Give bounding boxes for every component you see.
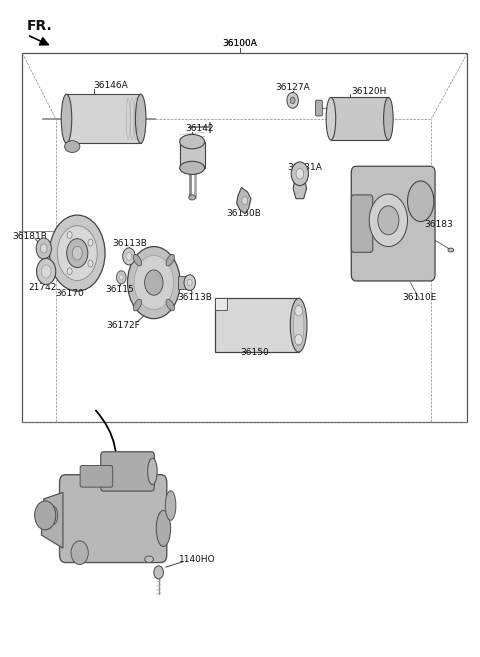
Circle shape — [49, 215, 105, 291]
Text: 36170: 36170 — [56, 289, 84, 298]
Circle shape — [67, 268, 72, 275]
Circle shape — [117, 271, 126, 284]
Ellipse shape — [165, 491, 176, 520]
Circle shape — [57, 226, 97, 281]
Circle shape — [126, 252, 132, 260]
Ellipse shape — [145, 556, 154, 562]
Text: 36100A: 36100A — [223, 39, 257, 48]
FancyBboxPatch shape — [316, 100, 323, 116]
Circle shape — [296, 169, 304, 179]
Circle shape — [154, 566, 163, 579]
Circle shape — [184, 275, 195, 290]
FancyBboxPatch shape — [80, 466, 113, 487]
Polygon shape — [293, 177, 307, 198]
Text: 36181B: 36181B — [12, 232, 47, 241]
Text: 36150: 36150 — [240, 348, 269, 357]
Circle shape — [72, 246, 82, 260]
Ellipse shape — [408, 181, 434, 221]
Circle shape — [67, 231, 72, 238]
Text: 1140HO: 1140HO — [179, 555, 215, 564]
Circle shape — [134, 256, 174, 309]
Bar — [22, 53, 468, 422]
Circle shape — [295, 306, 302, 316]
Text: 36146A: 36146A — [94, 81, 128, 91]
Ellipse shape — [180, 135, 204, 149]
Circle shape — [88, 239, 93, 246]
Text: FR.: FR. — [27, 18, 53, 33]
Ellipse shape — [326, 97, 336, 140]
Ellipse shape — [148, 459, 157, 484]
Ellipse shape — [65, 141, 80, 152]
Bar — [215, 298, 299, 352]
Bar — [215, 298, 227, 310]
Circle shape — [369, 194, 408, 246]
Ellipse shape — [384, 97, 393, 140]
Text: 36131A: 36131A — [287, 164, 322, 172]
Circle shape — [144, 270, 163, 295]
Text: 36113B: 36113B — [177, 292, 212, 302]
Circle shape — [123, 248, 135, 265]
Circle shape — [287, 93, 299, 108]
Ellipse shape — [61, 94, 72, 143]
Text: 36113B: 36113B — [112, 238, 147, 248]
Ellipse shape — [290, 298, 307, 352]
Ellipse shape — [189, 194, 195, 200]
Bar — [178, 276, 187, 289]
Circle shape — [187, 279, 192, 286]
Ellipse shape — [133, 299, 142, 311]
Text: 36115: 36115 — [105, 284, 134, 294]
FancyBboxPatch shape — [101, 452, 155, 491]
Ellipse shape — [180, 162, 204, 174]
Ellipse shape — [293, 305, 304, 346]
Ellipse shape — [133, 254, 142, 266]
Text: 36120H: 36120H — [351, 87, 387, 96]
Text: 36110E: 36110E — [402, 292, 437, 302]
Bar — [331, 97, 388, 140]
Circle shape — [41, 265, 51, 278]
Ellipse shape — [135, 94, 146, 143]
Circle shape — [36, 258, 56, 284]
Circle shape — [88, 260, 93, 267]
Circle shape — [291, 162, 309, 185]
Text: 36130B: 36130B — [227, 210, 261, 218]
Circle shape — [128, 246, 180, 319]
Circle shape — [67, 238, 88, 267]
Circle shape — [40, 244, 47, 253]
Circle shape — [36, 238, 51, 259]
FancyBboxPatch shape — [60, 475, 167, 562]
Polygon shape — [237, 187, 251, 214]
Text: 21742: 21742 — [29, 283, 57, 292]
Text: 36183: 36183 — [424, 220, 453, 229]
Circle shape — [35, 501, 56, 530]
Circle shape — [378, 206, 399, 235]
Circle shape — [295, 334, 302, 345]
Ellipse shape — [166, 299, 174, 311]
FancyBboxPatch shape — [351, 195, 373, 252]
Text: 36172F: 36172F — [106, 321, 140, 330]
Bar — [180, 142, 204, 168]
FancyBboxPatch shape — [351, 166, 435, 281]
Circle shape — [71, 541, 88, 564]
Circle shape — [120, 275, 123, 280]
Bar — [67, 94, 141, 143]
Text: 36142: 36142 — [185, 124, 214, 133]
Ellipse shape — [49, 506, 58, 524]
Text: 36100A: 36100A — [223, 39, 257, 48]
Ellipse shape — [166, 254, 174, 266]
Text: 36127A: 36127A — [275, 83, 310, 92]
Ellipse shape — [156, 510, 170, 547]
Circle shape — [290, 97, 295, 104]
Circle shape — [242, 196, 248, 204]
Polygon shape — [41, 492, 63, 548]
Ellipse shape — [448, 248, 454, 252]
